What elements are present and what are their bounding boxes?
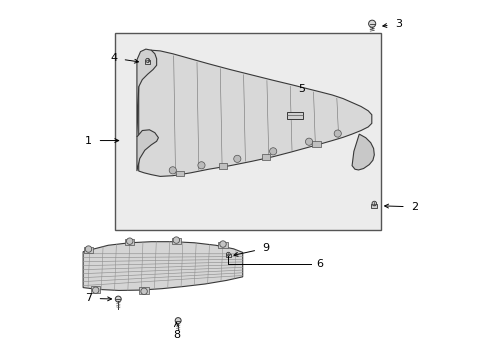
Bar: [115, 33, 380, 230]
Bar: [171, 238, 181, 244]
Circle shape: [269, 148, 276, 155]
Circle shape: [145, 58, 149, 62]
Circle shape: [115, 296, 121, 302]
Text: 3: 3: [394, 19, 402, 29]
Bar: [218, 163, 227, 168]
Text: 5: 5: [298, 84, 305, 94]
Text: 6: 6: [316, 259, 323, 269]
Circle shape: [85, 246, 92, 252]
Text: 8: 8: [172, 330, 180, 340]
Circle shape: [173, 237, 179, 243]
Polygon shape: [137, 49, 156, 137]
Bar: [225, 254, 230, 257]
Bar: [371, 203, 376, 208]
Circle shape: [126, 238, 133, 244]
Text: 1: 1: [85, 136, 92, 145]
Polygon shape: [137, 130, 158, 171]
Text: 7: 7: [85, 293, 92, 303]
Bar: [139, 287, 148, 294]
Circle shape: [233, 155, 241, 162]
Circle shape: [219, 241, 226, 247]
Polygon shape: [83, 242, 242, 291]
Polygon shape: [351, 134, 373, 170]
Bar: [91, 286, 100, 293]
Circle shape: [371, 201, 376, 206]
Circle shape: [198, 162, 204, 169]
Circle shape: [169, 167, 176, 174]
Bar: [261, 154, 270, 160]
Circle shape: [368, 20, 375, 27]
Bar: [125, 239, 134, 245]
Bar: [175, 171, 184, 176]
Text: 9: 9: [262, 243, 269, 253]
Circle shape: [141, 288, 147, 294]
Circle shape: [175, 318, 181, 324]
Circle shape: [305, 138, 312, 145]
Text: 4: 4: [110, 53, 117, 63]
Bar: [286, 112, 302, 119]
Bar: [311, 141, 320, 147]
Circle shape: [92, 287, 99, 293]
Circle shape: [226, 252, 230, 256]
Bar: [145, 60, 150, 64]
Text: 2: 2: [410, 202, 418, 212]
Polygon shape: [139, 50, 371, 176]
Bar: [83, 247, 93, 253]
Circle shape: [333, 130, 341, 137]
Bar: [218, 242, 227, 248]
